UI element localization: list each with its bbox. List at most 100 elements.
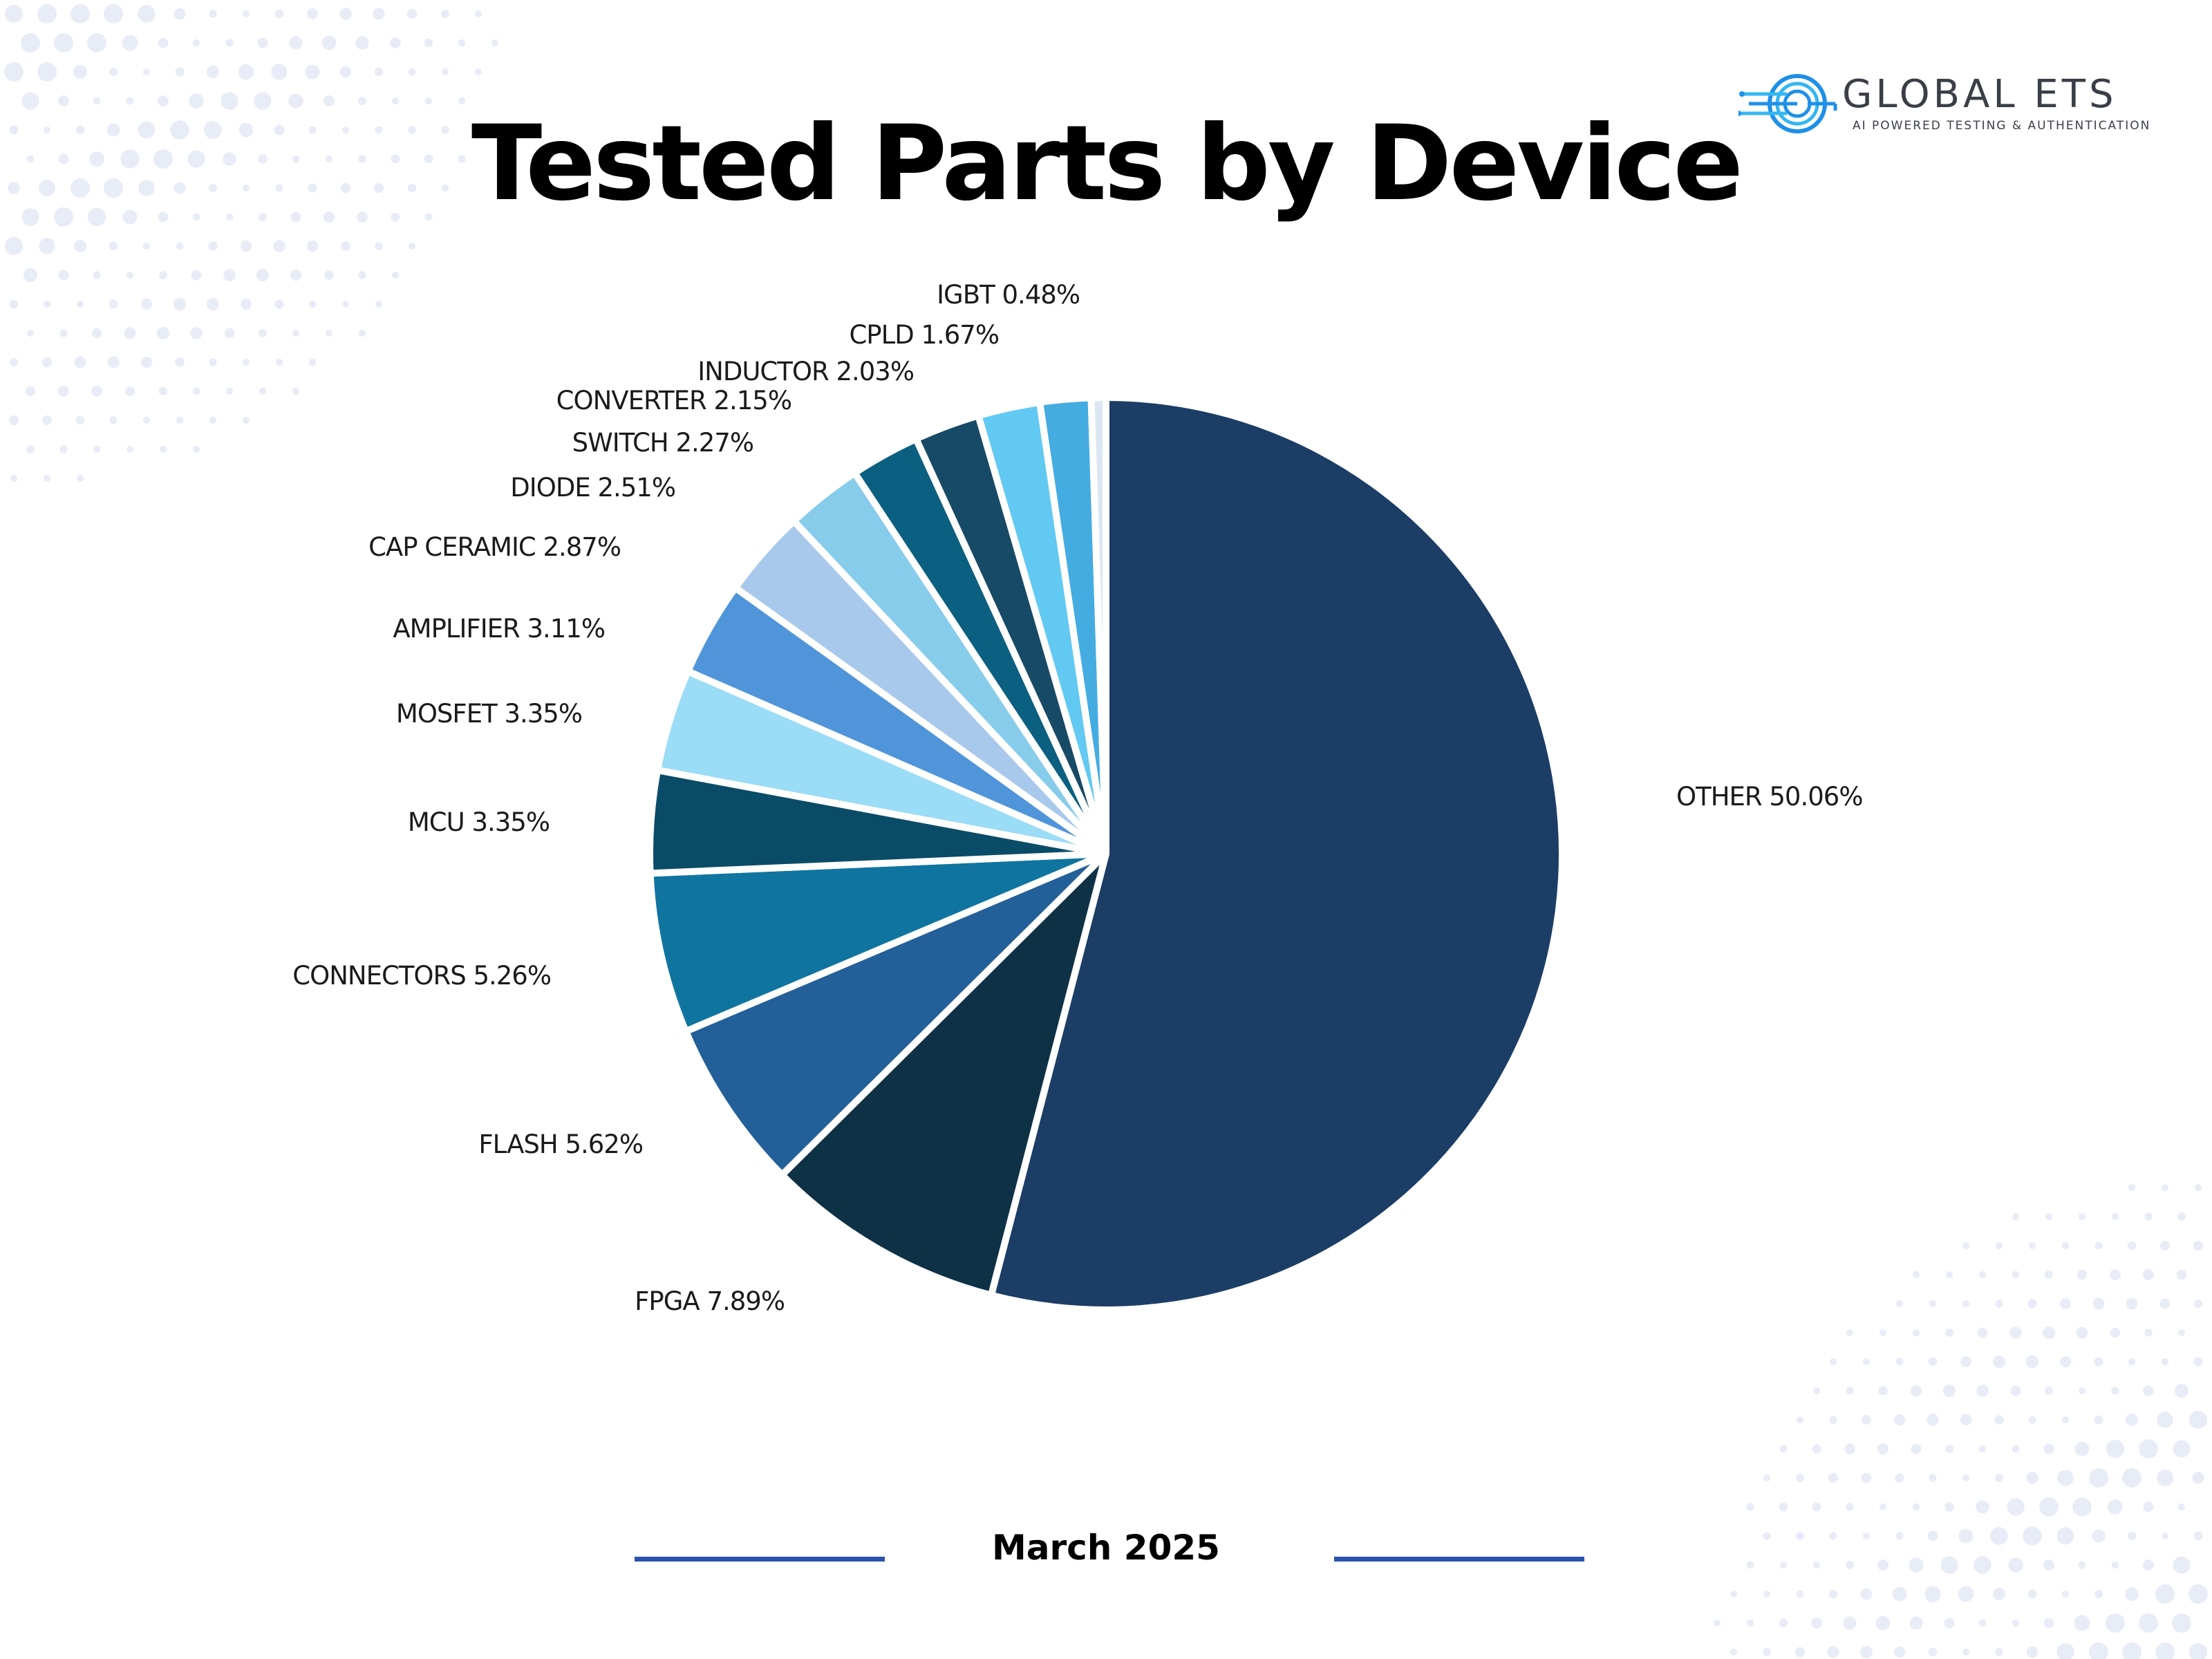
decorative-dot [2012,1445,2020,1453]
decorative-dot [1995,1648,2003,1656]
decorative-dot [76,300,84,308]
decorative-dot [2061,1590,2070,1598]
decorative-dot [424,154,433,164]
decorative-dot [1962,1300,1970,1308]
slice-label-amplifier: AMPLIFIER 3.11% [393,614,605,644]
decorative-dot [2043,1443,2054,1454]
decorative-dot [153,149,173,169]
decorative-dot [2111,1212,2119,1221]
decorative-dot [1912,1503,1920,1511]
decorative-dot [2110,1327,2121,1338]
decorative-dot [209,10,217,18]
decorative-dot [43,126,51,134]
decorative-dot [73,65,87,79]
decorative-dot [308,358,317,366]
decorative-dot [1795,1473,1805,1483]
decorative-dot [109,241,118,251]
decorative-dot [391,212,400,222]
company-logo: GLOBAL ETS AI POWERED TESTING & AUTHENTI… [1738,69,2153,138]
decorative-dot [1860,1588,1873,1600]
decorative-dot [109,67,118,77]
decorative-dot [1730,1648,1738,1656]
decorative-dot [2076,1327,2088,1339]
slice-label-cap-ceramic: CAP CERAMIC 2.87% [368,532,621,562]
decorative-dot [2173,1440,2191,1458]
decorative-dot [2056,1643,2074,1659]
decorative-dot [242,10,250,18]
decorative-dot [87,207,106,227]
decorative-dot [187,150,205,168]
decorative-dot [158,386,168,396]
decorative-dot [373,182,384,194]
decorative-dot [140,298,153,310]
decorative-dot [107,356,120,368]
decorative-dot [2127,1241,2137,1250]
decorative-dot [2173,1556,2191,1574]
decorative-dot [305,64,320,79]
decorative-dot [1779,1445,1788,1453]
footer-date: March 2025 [992,1528,1220,1568]
pie-slice-fpga [778,850,1109,1299]
decorative-dot [2074,1441,2090,1456]
decorative-dot [142,416,151,424]
decorative-dot [424,213,433,221]
decorative-dot [89,151,104,167]
decorative-dot [192,39,200,47]
decorative-dot [2012,1619,2020,1627]
decorative-dot [458,39,466,47]
decorative-dot [357,212,368,223]
decorative-dot [254,92,272,110]
decorative-dot [259,387,267,395]
decorative-dot [206,65,220,79]
decorative-dot [274,124,285,135]
decorative-dot [2072,1497,2092,1517]
decorative-dot [242,358,250,366]
decorative-dot [2126,1414,2138,1426]
decorative-dot [241,299,252,310]
decorative-dot [1945,1271,1953,1279]
decorative-dot [1746,1561,1754,1569]
decorative-dot [1730,1590,1738,1598]
decorative-dot [308,126,317,134]
decorative-dot [2045,1387,2053,1395]
decorative-dot [2144,1212,2153,1221]
decorative-dot [341,241,350,251]
decorative-dot [2061,1241,2070,1250]
decorative-dot [355,36,369,50]
decorative-dot [258,328,268,338]
decorative-dot [2089,1468,2108,1488]
decorative-dot [126,271,134,279]
decorative-dot [1812,1387,1821,1395]
decorative-dot [242,184,250,192]
decorative-dot [2077,1269,2088,1280]
decorative-dot [2139,1439,2158,1459]
decorative-dot [124,327,136,339]
decorative-dot [126,445,134,453]
decorative-dot [391,154,400,164]
decorative-dot [75,415,85,425]
decorative-dot [1928,1647,1938,1657]
decorative-dot [1976,1500,1989,1514]
decorative-dot [1958,1586,1974,1602]
decorative-dot [1779,1502,1788,1512]
decorative-dot [91,386,102,397]
decorative-dot [1978,1445,1987,1453]
decorative-dot [1944,1618,1955,1629]
decorative-dot [2189,1643,2207,1659]
decorative-dot [43,300,51,308]
decorative-dot [424,97,433,105]
decorative-dot [106,123,120,137]
decorative-dot [2089,1642,2108,1659]
decorative-dot [339,8,352,20]
decorative-dot [42,415,52,425]
decorative-dot [138,180,155,196]
decorative-dot [1995,1300,2003,1308]
decorative-dot [2178,1329,2185,1336]
decorative-dot [390,37,401,48]
decorative-dot [275,184,283,192]
decorative-dot [458,97,466,105]
decorative-dot [408,242,416,250]
decorative-dot [275,358,283,366]
decorative-dot [1846,1503,1854,1511]
